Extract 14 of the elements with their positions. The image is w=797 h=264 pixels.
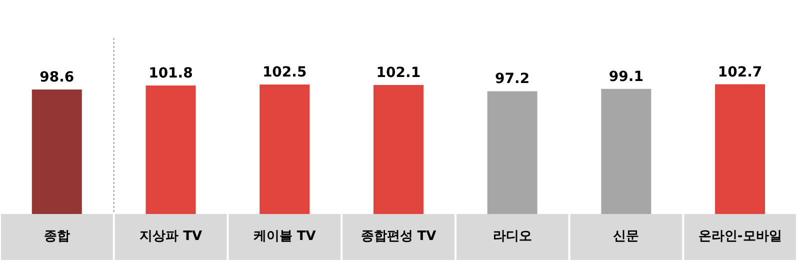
- x-tick-label: 케이블 TV: [253, 229, 316, 244]
- data-label: 102.1: [376, 65, 421, 82]
- data-label: 97.2: [495, 71, 530, 88]
- data-label: 99.1: [608, 68, 644, 85]
- x-tick-label: 종합편성 TV: [360, 229, 436, 244]
- x-tick-label: 종합: [44, 229, 70, 244]
- data-label: 101.8: [148, 65, 193, 82]
- x-tick-label: 라디오: [492, 229, 532, 244]
- x-tick-label: 온라인-모바일: [698, 229, 782, 244]
- x-tick-label: 지상파 TV: [140, 229, 202, 244]
- x-tick-label: 신문: [613, 229, 640, 244]
- data-label: 102.7: [718, 64, 762, 80]
- data-label: 98.6: [40, 69, 74, 86]
- data-label: 102.5: [262, 64, 307, 81]
